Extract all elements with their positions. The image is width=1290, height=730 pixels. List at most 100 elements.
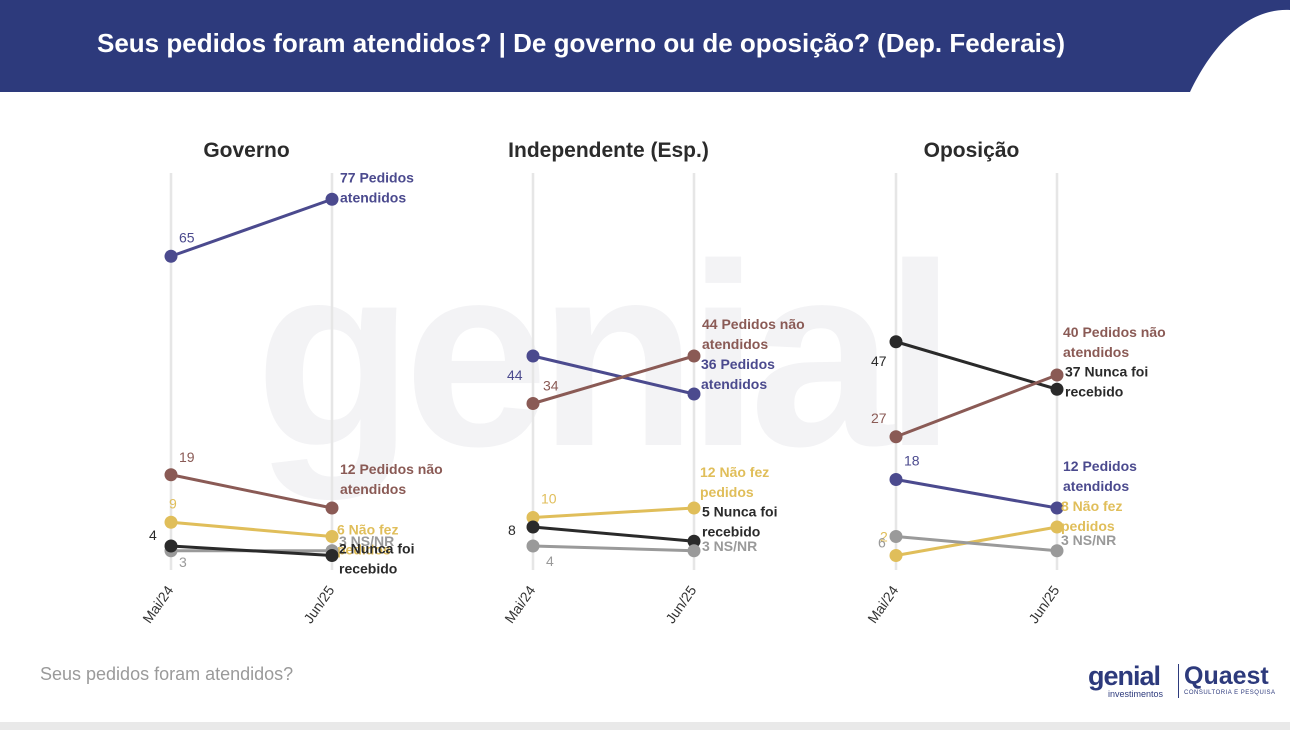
series-line [170,544,333,557]
series-line [170,520,333,538]
bottom-bar [0,722,1290,730]
series-ns-nr: 6 3 NS/NR [878,530,1116,558]
data-point [687,534,701,548]
end-value-label: 5 Nunca foi recebido [702,503,777,539]
series-nunca-foi-recebido: 47 37 Nunca foi recebido [871,335,1148,399]
footer-caption: Seus pedidos foram atendidos? [40,664,294,684]
logo-divider [1178,664,1179,698]
data-point [889,530,903,543]
data-point [1050,382,1064,396]
data-point [526,520,540,534]
data-point [164,515,178,529]
start-value-label: 6 [878,535,886,551]
series-line [532,525,695,543]
start-value-label: 4 [149,527,157,543]
series-pedidos-atendidos: 18 12 Pedidos atendidos [889,453,1137,515]
quaest-logo: Quaest [1184,662,1269,690]
panel-title: Oposição [924,139,1020,162]
series-nunca-foi-recebido: 4 2 Nunca foi recebido [149,527,414,577]
quaest-logo-subtitle: CONSULTORIA E PESQUISA [1184,690,1276,696]
x-tick-label: Jun/25 [662,582,699,626]
end-value-label: 6 Não fez pedidos [337,522,398,558]
series-line [895,525,1058,557]
x-tick-label: Jun/25 [1025,582,1062,626]
series-line [895,373,1058,439]
series-n-o-fez-pedidos: 2 8 Não fez pedidos [880,498,1122,562]
data-point [1050,368,1064,382]
end-value-label: 77 Pedidos atendidos [340,169,414,205]
end-value-label: 37 Nunca foi recebido [1065,363,1148,399]
svg-text:genial: genial [255,215,946,502]
series-n-o-fez-pedidos: 9 6 Não fez pedidos [164,495,398,558]
data-point [526,349,540,363]
data-point [687,501,701,515]
series-nunca-foi-recebido: 8 5 Nunca foi recebido [508,503,777,548]
data-point [889,335,903,349]
data-point [526,397,540,410]
series-pedidos-n-o-atendidos: 19 12 Pedidos não atendidos [164,449,443,515]
data-point [164,249,178,263]
series-line [170,197,333,258]
end-value-label: 2 Nunca foi recebido [339,541,414,577]
genial-watermark: genial [255,215,956,502]
start-value-label: 27 [871,410,887,426]
series-line [532,354,695,396]
series-line [895,478,1058,510]
start-value-label: 19 [179,449,195,465]
panel-2: Independente (Esp.) Mai/24 Jun/25 44 36 Pedi… [501,139,804,626]
start-value-label: 44 [507,367,523,383]
data-point [325,192,339,206]
end-value-label: 3 NS/NR [339,533,394,549]
panel-3: Oposição Mai/24 Jun/25 47 37 Nunca foi recebi… [864,139,1165,626]
end-value-label: 12 Pedidos não atendidos [340,461,443,497]
data-point [889,473,903,486]
series-n-o-fez-pedidos: 10 12 Não fez pedidos [526,464,769,524]
data-point [1050,520,1064,534]
start-value-label: 47 [871,353,887,369]
panel-title: Governo [203,139,289,162]
start-value-label: 18 [904,453,920,469]
series-pedidos-n-o-atendidos: 34 44 Pedidos não atendidos [526,316,805,410]
data-point [325,530,339,543]
data-point [1050,501,1064,515]
start-value-label: 3 [179,554,187,570]
start-value-label: 2 [880,529,888,545]
series-line [170,473,333,510]
end-value-label: 40 Pedidos não atendidos [1063,324,1166,360]
data-point [526,511,540,524]
series-pedidos-atendidos: 44 36 Pedidos atendidos [507,349,775,401]
start-value-label: 10 [541,491,557,507]
start-value-label: 34 [543,378,559,394]
series-line [895,535,1058,553]
end-value-label: 12 Pedidos atendidos [1063,458,1137,494]
x-tick-label: Mai/24 [864,582,901,626]
end-value-label: 44 Pedidos não atendidos [702,316,805,352]
data-point [889,549,903,562]
start-value-label: 8 [508,522,516,538]
series-pedidos-n-o-atendidos: 27 40 Pedidos não atendidos [871,324,1166,444]
header-background [0,0,1290,92]
end-value-label: 36 Pedidos atendidos [701,356,775,392]
start-value-label: 9 [169,495,177,511]
data-point [164,468,178,482]
page-title: Seus pedidos foram atendidos? | De gover… [97,28,1065,58]
start-value-label: 4 [546,553,554,569]
x-tick-label: Mai/24 [501,582,538,626]
genial-logo-subtitle: investimentos [1108,689,1164,699]
data-point [325,501,339,515]
header-banner: Seus pedidos foram atendidos? | De gover… [0,0,1290,92]
end-value-label: 12 Não fez pedidos [700,464,769,500]
panel-title: Independente (Esp.) [508,139,709,162]
data-point [325,549,339,562]
panel-1: Governo Mai/24 Jun/25 65 77 Pedidos atendidos… [139,139,442,626]
end-value-label: 3 NS/NR [702,538,757,554]
data-point [687,349,701,363]
start-value-label: 65 [179,229,195,245]
brand-logos: genial investimentos Quaest CONSULTORIA … [1088,662,1275,702]
data-point [526,539,540,553]
data-point [164,539,178,553]
end-value-label: 3 NS/NR [1061,532,1116,548]
end-value-label: 8 Não fez pedidos [1061,498,1122,534]
x-tick-label: Mai/24 [139,582,176,626]
